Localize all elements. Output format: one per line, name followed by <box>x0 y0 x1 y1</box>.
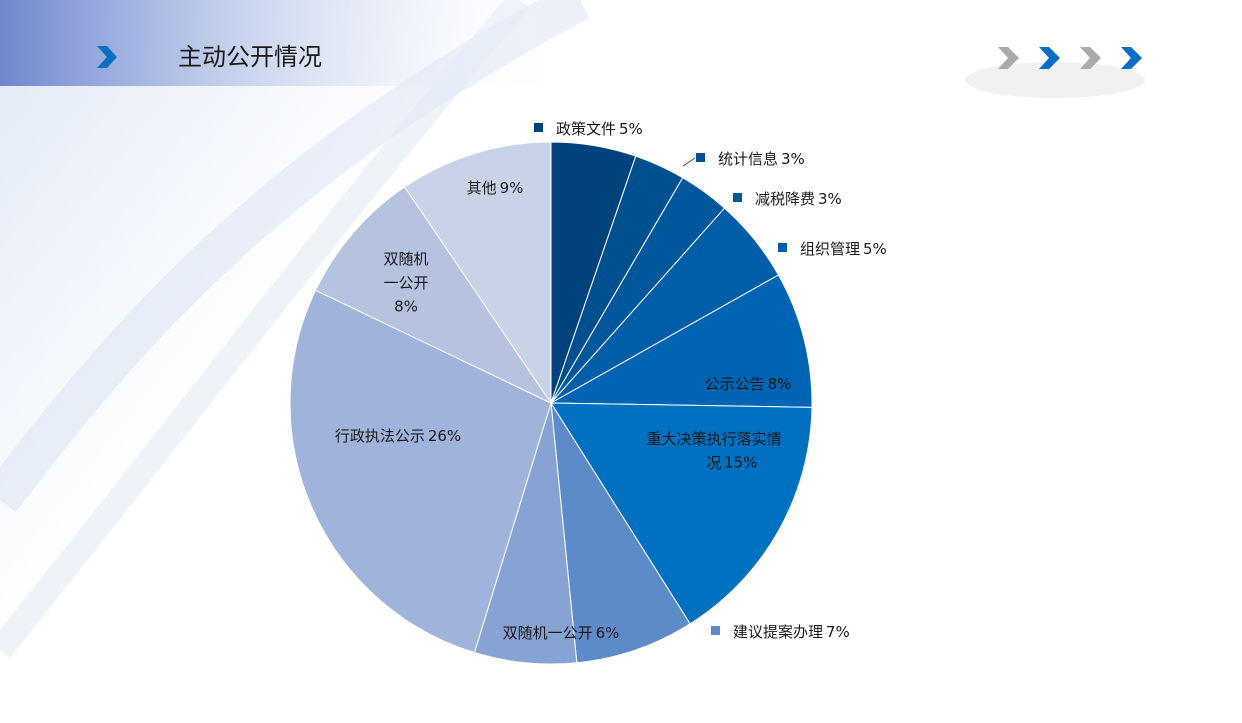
slice-label: 双随机一公开 6% <box>503 624 620 642</box>
slide-title: 主动公开情况 <box>178 43 322 71</box>
pie-slice <box>550 402 691 664</box>
value-label: 9% <box>500 179 524 197</box>
value-label: 8% <box>768 375 792 393</box>
legend-swatch <box>696 153 705 162</box>
slice-label: 组织管理 5% <box>800 240 887 258</box>
leader-line <box>682 157 696 167</box>
value-label: 7% <box>826 623 850 641</box>
category-label: 统计信息 <box>718 150 778 168</box>
category-label: 公示公告 <box>705 375 765 393</box>
category-label: 双随机一公开 <box>503 624 593 642</box>
pie-chart: 政策文件 5%统计信息 3%减税降费 3%组织管理 5%公示公告 8%重大决策执行落实情况… <box>289 120 887 665</box>
category-label: 减税降费 <box>755 190 815 208</box>
slice-label: 行政执法公示 26% <box>335 427 461 445</box>
slice-label: 公示公告 8% <box>705 375 792 393</box>
value-label: 3% <box>818 190 842 208</box>
slice-label: 减税降费 3% <box>755 190 842 208</box>
legend-swatch <box>733 193 742 202</box>
decor-wave <box>0 0 530 658</box>
value-label: 6% <box>596 624 620 642</box>
category-label: 组织管理 <box>800 240 860 258</box>
legend-swatch <box>534 123 543 132</box>
chevron-shadow <box>965 62 1145 98</box>
category-label: 双随机一公开 <box>383 250 428 292</box>
pie-slice <box>289 289 552 654</box>
legend-swatch <box>778 243 787 252</box>
header-band <box>0 0 580 86</box>
chevron-row <box>998 47 1142 69</box>
category-label: 建议提案办理 <box>733 623 823 641</box>
value-label: 5% <box>863 240 887 258</box>
value-label: 26% <box>428 427 461 445</box>
slice-label: 政策文件 5% <box>556 120 643 138</box>
title-chevron <box>97 46 117 68</box>
category-label: 政策文件 <box>556 120 616 138</box>
pie-slice <box>403 141 552 405</box>
slice-label: 其他 9% <box>467 179 524 197</box>
category-label: 行政执法公示 <box>335 427 425 445</box>
pie-slice <box>549 274 813 408</box>
value-label: 3% <box>781 150 805 168</box>
value-label: 8% <box>394 298 418 316</box>
value-label: 15% <box>724 454 757 472</box>
pie-slice <box>550 402 813 625</box>
slice-label: 建议提案办理 7% <box>733 623 850 641</box>
slice-label: 统计信息 3% <box>718 150 805 168</box>
pie-slice <box>314 186 553 405</box>
value-label: 5% <box>619 120 643 138</box>
category-label: 其他 <box>467 179 497 197</box>
legend-swatch <box>711 626 720 635</box>
category-label: 重大决策执行落实情况 <box>646 430 781 472</box>
